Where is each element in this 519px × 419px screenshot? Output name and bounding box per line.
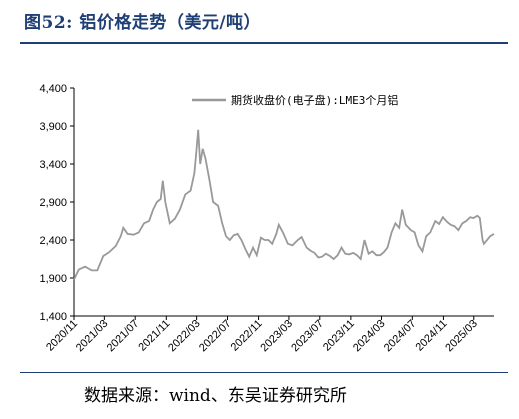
x-tick-label: 2021/07	[105, 318, 142, 355]
data-source: 数据来源：wind、东吴证券研究所	[84, 386, 347, 406]
y-axis-ticks: 1,400 1,900 2,400 2,900 3,400 3,900 4,400	[39, 83, 74, 323]
y-tick-label: 1,400	[39, 311, 67, 323]
x-tick-label: 2023/03	[258, 318, 295, 355]
chart-legend: 期货收盘价(电子盘):LME3个月铝	[192, 93, 398, 107]
chart-axes	[73, 88, 494, 317]
x-tick-label: 2022/03	[166, 318, 203, 355]
y-tick-label: 3,400	[39, 159, 67, 171]
x-tick-label: 2024/11	[414, 318, 450, 354]
legend-label: 期货收盘价(电子盘):LME3个月铝	[231, 93, 398, 107]
x-tick-label: 2022/11	[229, 318, 265, 354]
y-tick-label: 1,900	[39, 273, 67, 285]
x-tick-label: 2020/11	[44, 318, 80, 354]
x-tick-label: 2021/03	[74, 318, 111, 355]
y-tick-label: 2,900	[39, 197, 67, 209]
title-rule	[20, 42, 508, 44]
x-tick-label: 2024/03	[351, 318, 388, 355]
series-line-lme-aluminum	[73, 129, 495, 280]
x-tick-label: 2024/07	[382, 318, 419, 355]
source-rule	[20, 372, 508, 373]
x-tick-label: 2025/03	[443, 318, 480, 355]
x-tick-label: 2022/07	[197, 318, 234, 355]
x-tick-label: 2023/07	[289, 318, 326, 355]
x-tick-label: 2021/11	[136, 318, 172, 354]
y-tick-label: 3,900	[39, 121, 67, 133]
x-axis-ticks: 2020/112021/032021/072021/112022/032022/…	[44, 316, 480, 354]
figure-title: 图52: 铝价格走势（美元/吨）	[24, 13, 262, 33]
x-tick-label: 2023/11	[321, 318, 357, 354]
y-tick-label: 4,400	[39, 83, 67, 95]
line-chart: 1,400 1,900 2,400 2,900 3,400 3,900 4,400 2020…	[39, 83, 495, 354]
y-tick-label: 2,400	[39, 235, 67, 247]
